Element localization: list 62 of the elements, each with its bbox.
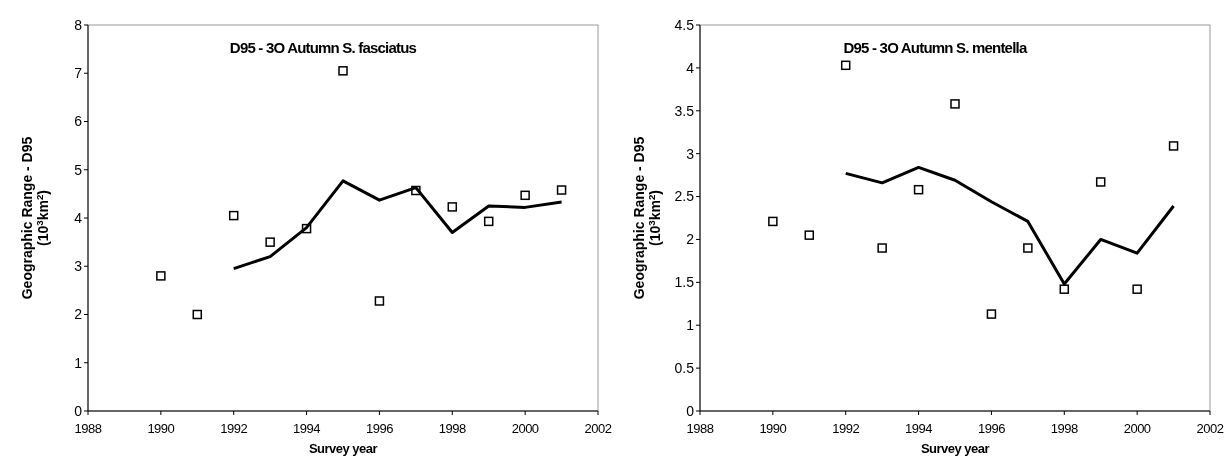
y-tick-label: 3 xyxy=(686,145,695,162)
y-tick-label: 2.5 xyxy=(674,188,695,205)
y-tick-label: 2 xyxy=(74,306,83,323)
point xyxy=(192,309,203,320)
point xyxy=(1132,284,1142,294)
point xyxy=(338,66,348,76)
y-tick-label: 1.5 xyxy=(674,274,695,291)
point xyxy=(986,309,997,319)
point xyxy=(374,296,385,306)
point xyxy=(950,99,960,109)
x-tick-label: 2000 xyxy=(511,421,539,436)
x-tick-label: 1996 xyxy=(365,421,394,436)
point xyxy=(804,230,815,240)
x-tick-label: 1988 xyxy=(686,421,714,436)
point xyxy=(1059,284,1070,294)
point xyxy=(840,60,851,71)
y-tick-label: 4.5 xyxy=(674,16,695,33)
y-tick-label: 3 xyxy=(74,258,83,275)
point xyxy=(228,210,239,221)
y-tick-label: 4 xyxy=(686,59,695,76)
x-tick-label: 1994 xyxy=(905,421,933,436)
point xyxy=(1023,243,1033,253)
point xyxy=(447,202,458,212)
y-tick-label: 7 xyxy=(74,65,83,82)
y-tick-label: 0.5 xyxy=(674,360,695,377)
y-tick-label: 2 xyxy=(686,231,695,248)
point xyxy=(156,271,166,281)
y-tick-label: 6 xyxy=(74,113,83,130)
x-tick-label: 1998 xyxy=(1050,421,1079,436)
text: D95 - 3O Autumn S. mentella xyxy=(843,39,1028,56)
point xyxy=(877,243,887,253)
x-tick-label: 1990 xyxy=(147,421,175,436)
x-axis-title: Survey year xyxy=(308,441,378,456)
x-tick-label: 1992 xyxy=(832,421,860,436)
text: D95 - 3O Autumn S. fasciatus xyxy=(229,39,417,56)
point xyxy=(913,184,924,195)
x-tick-label: 2002 xyxy=(584,421,612,436)
x-tick-label: 1988 xyxy=(74,421,102,436)
point xyxy=(1168,141,1179,151)
y-tick-label: 5 xyxy=(74,161,83,178)
x-tick-label: 2002 xyxy=(1196,421,1224,436)
x-tick-label: 1994 xyxy=(293,421,321,436)
line-series xyxy=(232,179,564,271)
point xyxy=(483,216,494,227)
point xyxy=(520,190,530,201)
y-tick-label: 0 xyxy=(686,402,695,419)
x-tick-label: 1998 xyxy=(438,421,467,436)
x-tick-label: 1990 xyxy=(759,421,787,436)
y-tick-label: 0 xyxy=(74,402,83,419)
y-tick-label: 4 xyxy=(74,209,83,226)
x-tick-label: 1992 xyxy=(220,421,248,436)
x-tick-label: 2000 xyxy=(1123,421,1151,436)
point xyxy=(1095,177,1106,187)
y-tick-label: 1 xyxy=(74,354,83,371)
x-tick-label: 1996 xyxy=(977,421,1006,436)
y-tick-label: 8 xyxy=(74,16,83,33)
point xyxy=(265,237,275,247)
y-tick-label: 1 xyxy=(686,317,695,334)
y-tick-label: 3.5 xyxy=(674,102,695,119)
point xyxy=(768,216,778,227)
point xyxy=(556,185,567,195)
x-axis-title: Survey year xyxy=(920,441,990,456)
